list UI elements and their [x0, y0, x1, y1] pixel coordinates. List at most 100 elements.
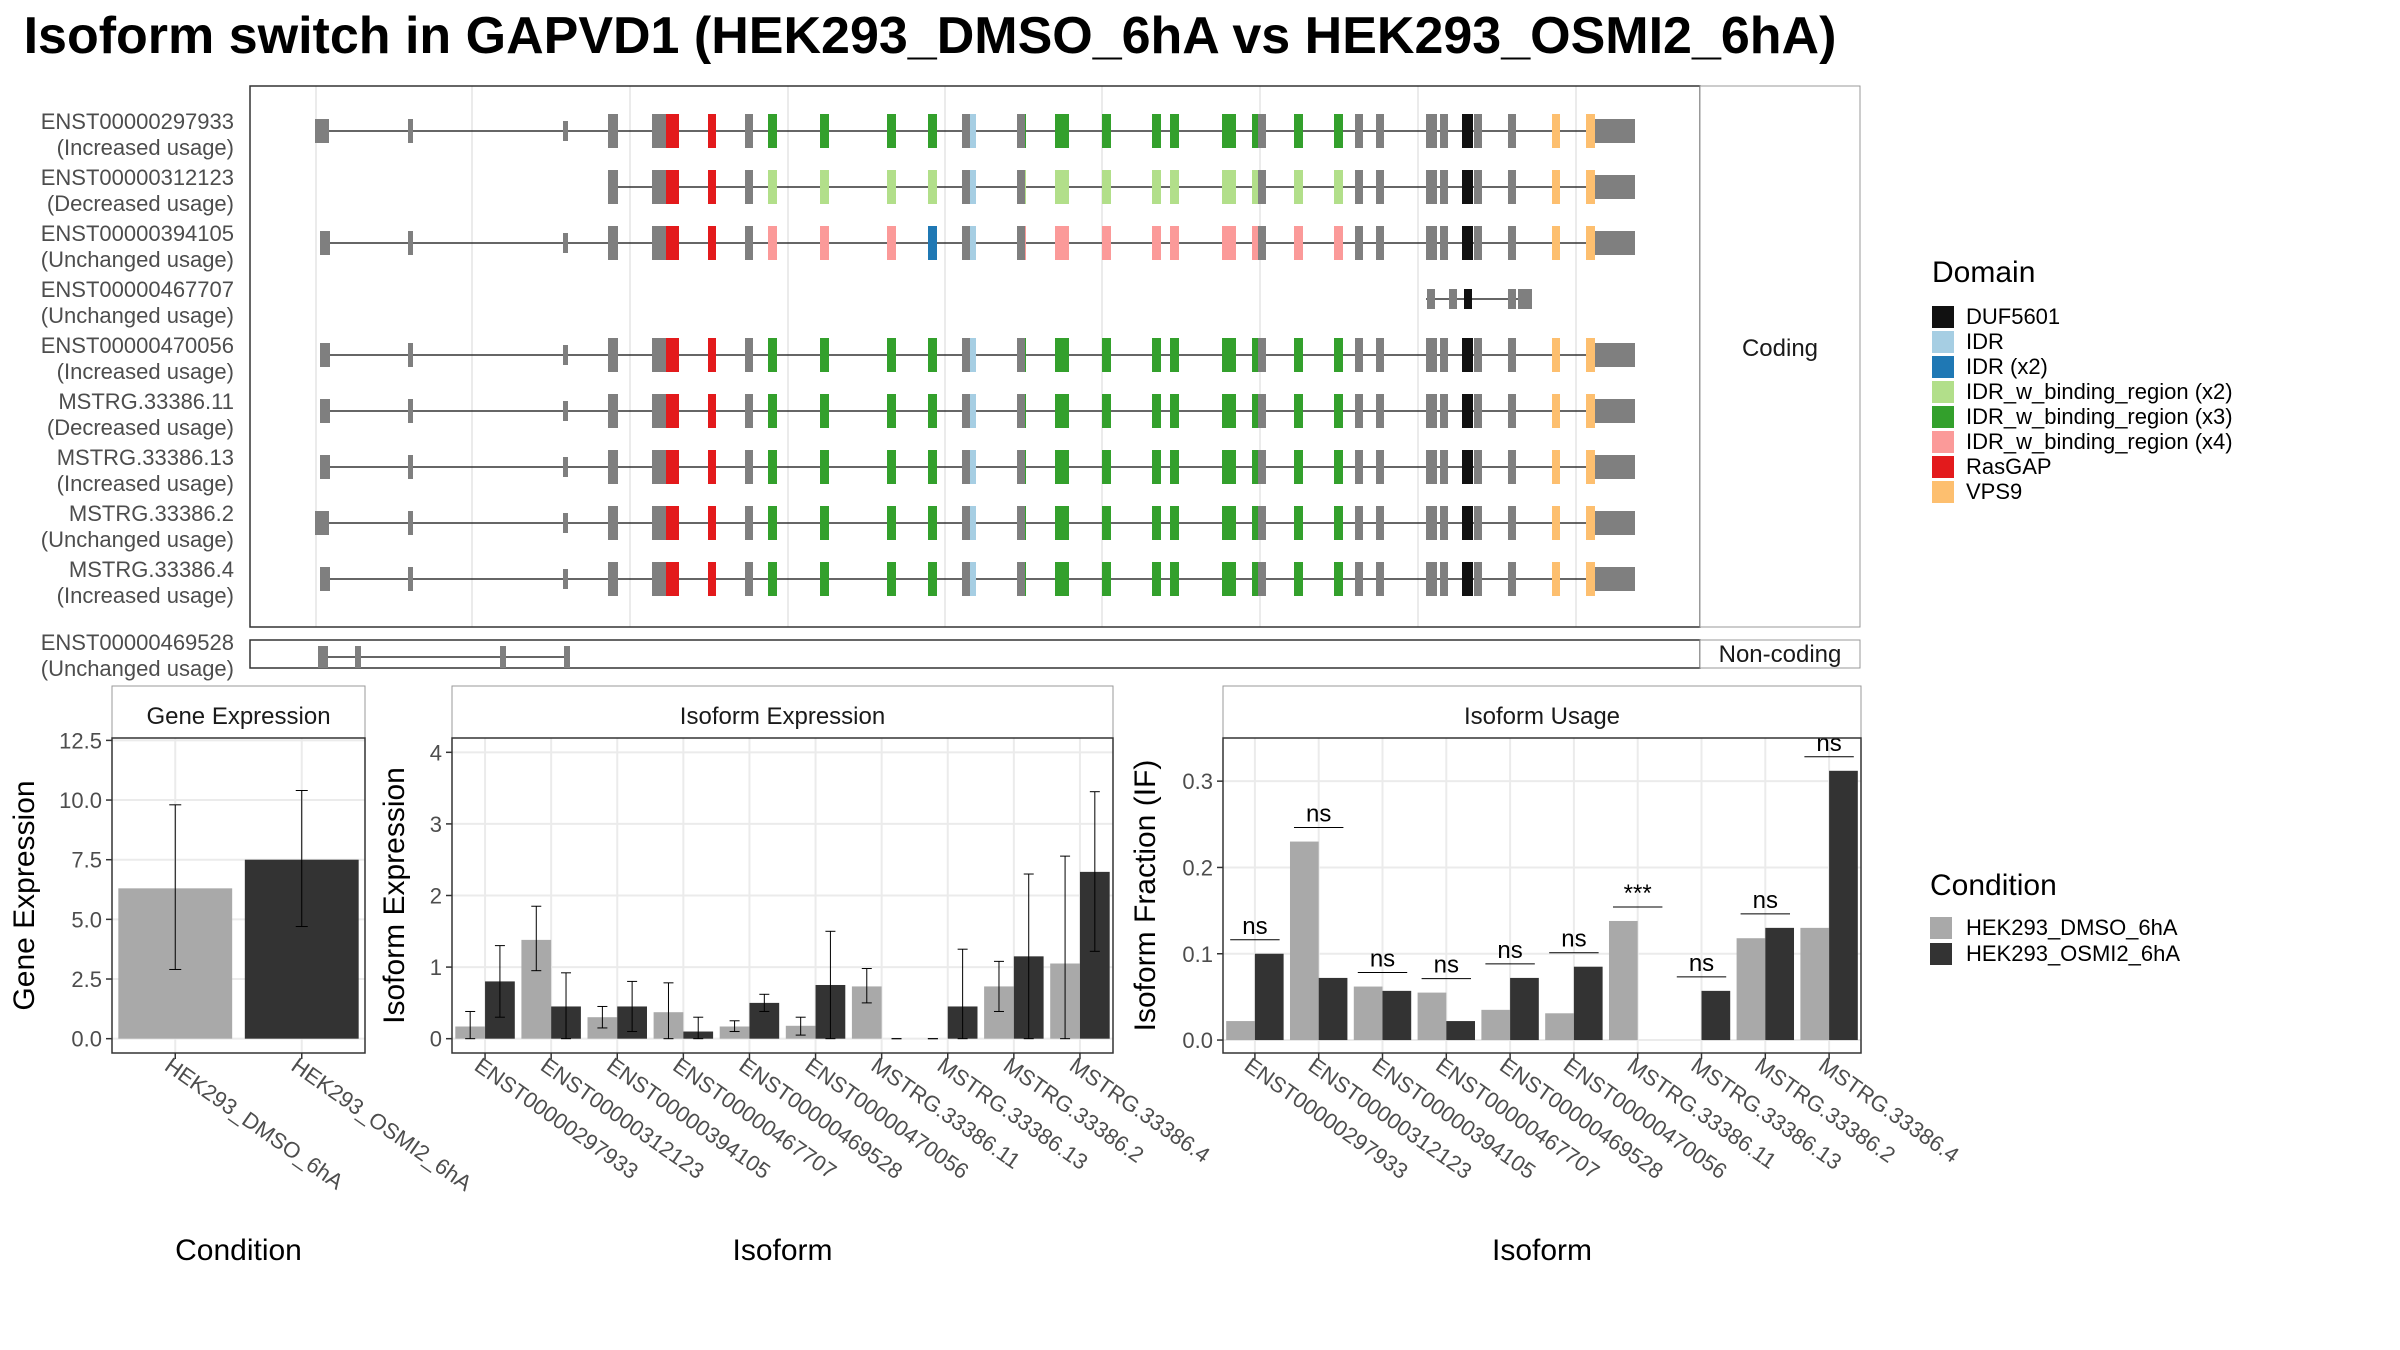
- y-tick-label: 1: [430, 955, 442, 980]
- exon-domain-idr-binding: [1334, 506, 1343, 540]
- exon: [1440, 450, 1448, 484]
- exon-domain-idr-binding: [768, 394, 777, 428]
- bar: [719, 1026, 750, 1039]
- exon: [1376, 170, 1384, 204]
- exon: [1426, 562, 1437, 596]
- exon: [563, 401, 568, 421]
- exon: [1440, 338, 1448, 372]
- transcript-usage-label: (Unchanged usage): [41, 527, 234, 552]
- exon: [563, 345, 568, 365]
- y-tick-label: 12.5: [59, 728, 102, 753]
- exon: [1017, 226, 1025, 260]
- panel-border: [1222, 737, 1862, 1054]
- exon: [1426, 226, 1437, 260]
- exon-domain-vps9: [1586, 450, 1595, 484]
- exon: [1426, 394, 1437, 428]
- legend-item-label: IDR (x2): [1966, 354, 2048, 379]
- exon: [962, 226, 972, 260]
- x-axis-title: Condition: [175, 1234, 302, 1267]
- exon: [1376, 338, 1384, 372]
- transcript-id-label: ENST00000470056: [41, 333, 234, 358]
- exon-domain-idr-binding: [1252, 394, 1261, 428]
- exon-domain-rasgap: [708, 114, 716, 148]
- exon-domain-idr-binding: [1055, 450, 1069, 484]
- exon: [652, 562, 666, 596]
- exon: [1017, 394, 1025, 428]
- exon-utr: [1595, 119, 1635, 143]
- exon-domain-idr: [970, 506, 976, 540]
- exon: [408, 455, 413, 479]
- exon: [1258, 506, 1266, 540]
- panel-border: [111, 737, 366, 1054]
- bar: [1736, 938, 1766, 1041]
- exon-domain-idr-binding: [1334, 562, 1343, 596]
- exon-domain-idr: [970, 170, 976, 204]
- exon-domain-rasgap: [708, 506, 716, 540]
- bar: [1800, 927, 1830, 1041]
- exon-domain-idr-binding: [820, 170, 829, 204]
- exon-domain-vps9: [1552, 170, 1560, 204]
- y-tick-label: 4: [430, 740, 442, 765]
- exon: [962, 506, 972, 540]
- exon-domain-idr: [970, 450, 976, 484]
- legend-swatch: [1932, 381, 1954, 403]
- exon-domain-idr-binding: [928, 394, 937, 428]
- transcript-id-label: MSTRG.33386.13: [57, 445, 234, 470]
- y-tick-label: 0: [430, 1027, 442, 1052]
- significance-label: ns: [1306, 801, 1331, 828]
- legend-item-label: DUF5601: [1966, 304, 2060, 329]
- exon-domain-idr-binding: [820, 506, 829, 540]
- exon: [1440, 394, 1448, 428]
- exon: [608, 562, 618, 596]
- transcript-id-label: ENST00000467707: [41, 277, 234, 302]
- transcript-row: ENST00000312123(Decreased usage): [41, 165, 1635, 216]
- exon-utr: [1595, 231, 1635, 255]
- bar: [1382, 990, 1412, 1041]
- exon: [563, 513, 568, 533]
- exon-domain-idr-binding: [1252, 338, 1261, 372]
- noncoding-facet-strip: [1699, 639, 1861, 669]
- exon-domain-idr-binding: [1252, 506, 1261, 540]
- legend-swatch: [1932, 431, 1954, 453]
- exon-domain-idr-binding: [928, 506, 937, 540]
- exon: [563, 121, 568, 141]
- transcript-usage-label: (Unchanged usage): [41, 656, 234, 681]
- exon-domain-idr-binding: [887, 226, 896, 260]
- transcript-id-label: MSTRG.33386.4: [69, 557, 234, 582]
- exon: [1440, 226, 1448, 260]
- exon-domain-idr-binding: [1334, 338, 1343, 372]
- bar: [1318, 977, 1348, 1041]
- coding-facet-strip: [1699, 85, 1861, 628]
- exon-domain-idr-binding: [1222, 170, 1236, 204]
- exon-domain-rasgap: [708, 226, 716, 260]
- exon: [1464, 289, 1472, 309]
- exon-domain-idr-binding: [1170, 226, 1179, 260]
- transcript-row: MSTRG.33386.13(Increased usage): [57, 445, 1635, 496]
- exon: [408, 231, 413, 255]
- exon-utr: [1595, 455, 1635, 479]
- exon: [1426, 506, 1437, 540]
- exon: [1355, 506, 1363, 540]
- exon: [1355, 394, 1363, 428]
- x-axis-title: Isoform: [1492, 1234, 1592, 1267]
- exon-domain-idr-binding: [1170, 338, 1179, 372]
- exon-domain-idr-binding: [1252, 114, 1261, 148]
- exon-domain-idr-binding: [1055, 170, 1069, 204]
- exon-domain-idr-binding: [820, 394, 829, 428]
- significance-label: ns: [1434, 952, 1459, 979]
- exon: [1462, 562, 1473, 596]
- x-axis-title: Isoform: [732, 1234, 832, 1267]
- exon: [1258, 394, 1266, 428]
- facet-label-coding: Coding: [1742, 335, 1818, 362]
- exon: [1474, 562, 1482, 596]
- exon: [1426, 450, 1437, 484]
- legend-swatch: [1930, 943, 1952, 965]
- exon: [1508, 338, 1516, 372]
- y-axis-title: Gene Expression: [8, 780, 41, 1010]
- exon-domain-idr-binding: [1294, 394, 1303, 428]
- bar: [1226, 1021, 1255, 1041]
- legend-swatch: [1932, 456, 1954, 478]
- exon-domain-rasgap: [666, 506, 679, 540]
- exon: [1508, 394, 1516, 428]
- bar: [1481, 1009, 1511, 1041]
